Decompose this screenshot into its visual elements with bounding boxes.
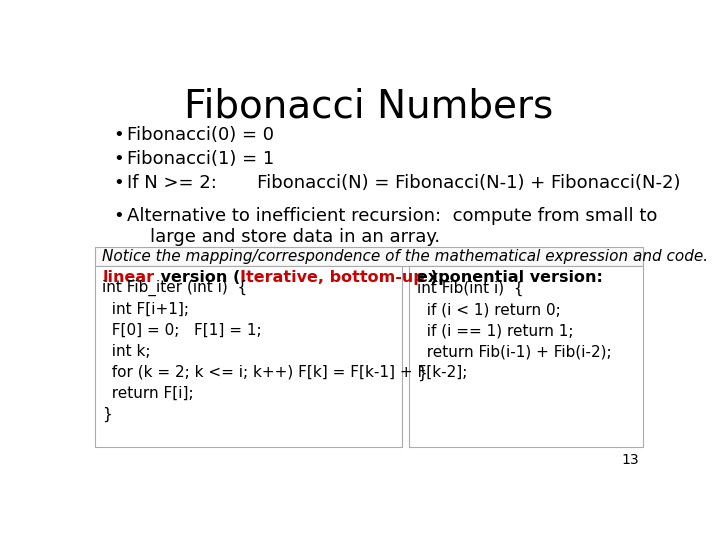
Text: version (: version ( [155, 269, 240, 285]
FancyBboxPatch shape [96, 266, 402, 447]
Text: Notice the mapping/correspondence of the mathematical expression and code.: Notice the mapping/correspondence of the… [102, 249, 708, 264]
Text: linear: linear [102, 269, 155, 285]
Text: If N >= 2:       Fibonacci(N) = Fibonacci(N-1) + Fibonacci(N-2): If N >= 2: Fibonacci(N) = Fibonacci(N-1)… [127, 174, 680, 192]
Text: Fibonacci(1) = 1: Fibonacci(1) = 1 [127, 150, 274, 167]
Text: int Fib_iter (int i)  {
  int F[i+1];
  F[0] = 0;   F[1] = 1;
  int k;
  for (k : int Fib_iter (int i) { int F[i+1]; F[0] … [102, 280, 468, 422]
Text: Alternative to inefficient recursion:  compute from small to
    large and store: Alternative to inefficient recursion: co… [127, 207, 657, 246]
Text: •: • [113, 150, 124, 167]
Text: ):: ): [425, 269, 444, 285]
Text: •: • [113, 207, 124, 225]
Text: Fibonacci Numbers: Fibonacci Numbers [184, 88, 554, 126]
FancyBboxPatch shape [96, 247, 642, 266]
Text: exponential version:: exponential version: [417, 269, 603, 285]
FancyBboxPatch shape [409, 266, 644, 447]
Text: •: • [113, 126, 124, 144]
Text: •: • [113, 174, 124, 192]
Text: Iterative, bottom-up: Iterative, bottom-up [240, 269, 425, 285]
Text: Fibonacci(0) = 0: Fibonacci(0) = 0 [127, 126, 274, 144]
Text: 13: 13 [621, 453, 639, 467]
Text: int Fib(int i)  {
  if (i < 1) return 0;
  if (i == 1) return 1;
  return Fib(i-: int Fib(int i) { if (i < 1) return 0; if… [417, 281, 612, 381]
